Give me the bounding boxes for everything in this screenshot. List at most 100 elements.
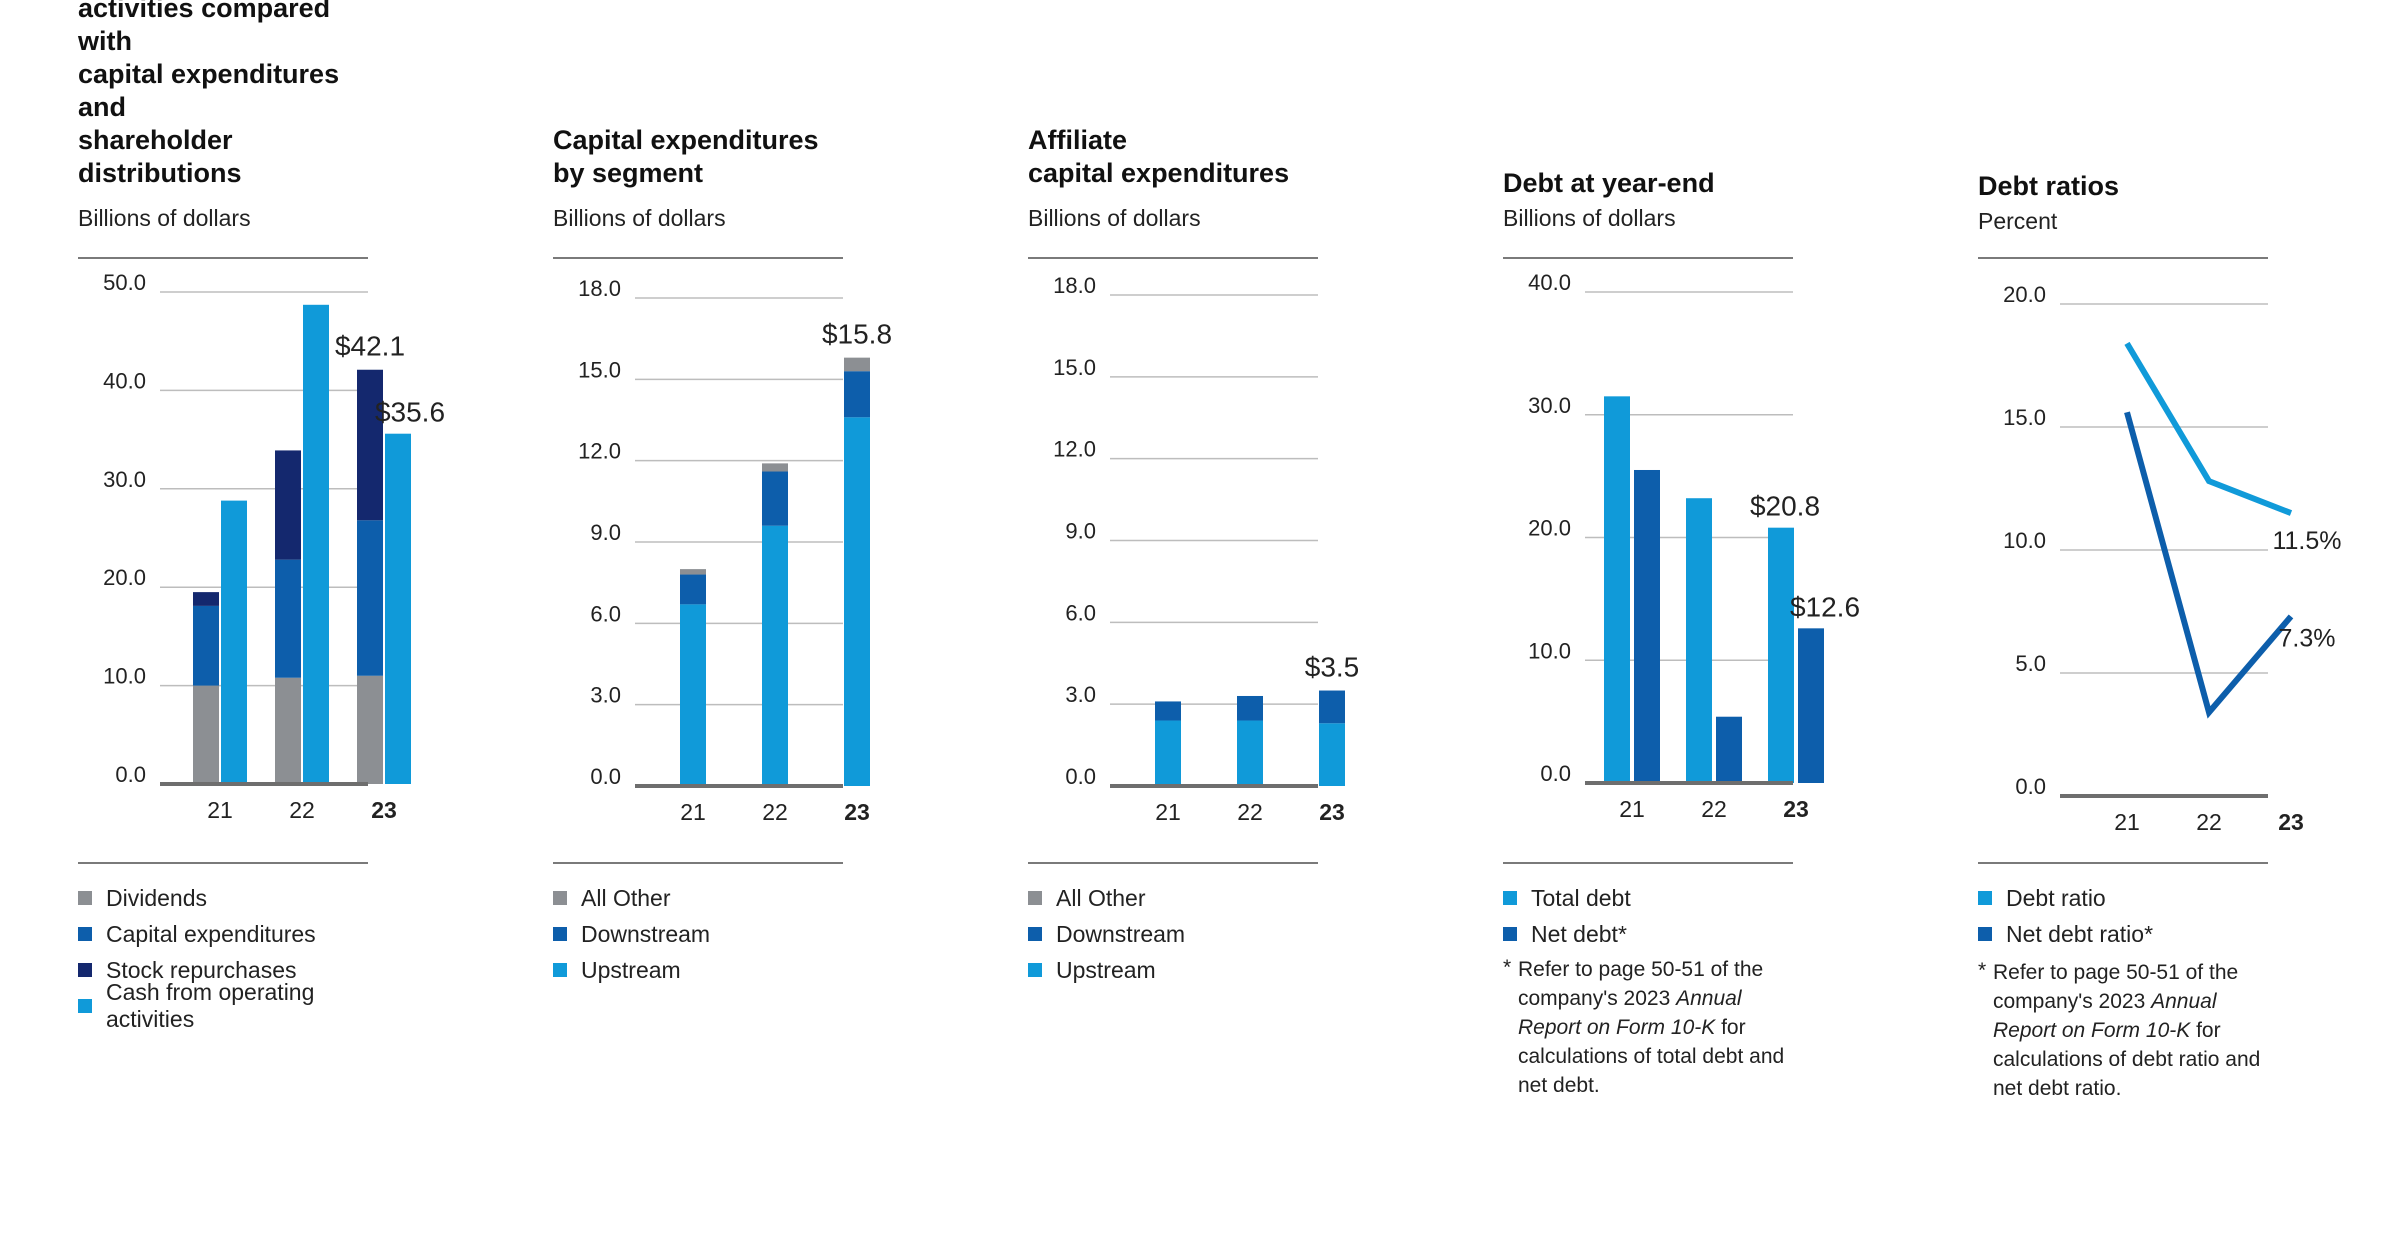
legend-swatch [78, 963, 92, 977]
chart-title: Debt ratios [1978, 170, 2268, 203]
data-label: $3.5 [1305, 652, 1360, 683]
legend-swatch [553, 927, 567, 941]
bar-segment-downstream [680, 574, 706, 605]
x-tick-label: 23 [1783, 796, 1809, 822]
bar-segment-stock-repurchases [357, 369, 383, 521]
footnote-star: * [1978, 959, 1987, 982]
bar-segment-capital-expenditures [275, 559, 301, 678]
legend-swatch [1028, 891, 1042, 905]
bar-segment-upstream [844, 417, 870, 786]
y-tick-label: 18.0 [1053, 273, 1096, 298]
bar-segment-capital-expenditures [193, 605, 219, 686]
legend-item: Net debt* [1503, 916, 1803, 952]
y-tick-label: 0.0 [1065, 764, 1096, 789]
legend-item: Stock repurchases [78, 952, 378, 988]
chart-title-line: Debt ratios [1978, 171, 2120, 201]
x-tick-label: 23 [1319, 799, 1345, 825]
chart-title-line: Debt at year-end [1503, 168, 1715, 198]
bar-total-debt [1686, 498, 1712, 783]
y-tick-label: 10.0 [1528, 638, 1571, 663]
chart-area: 0.0 3.0 6.0 9.0 12.0 15.0 18.0 $15.8 21 22 23 [578, 276, 892, 825]
x-tick-label: 22 [289, 797, 315, 823]
chart-subtitle: Billions of dollars [1503, 205, 1676, 231]
legend-item: Upstream [1028, 952, 1328, 988]
footnote-text-part: for calculations of total debt and net d… [1518, 1016, 1785, 1097]
y-tick-label: 20.0 [1528, 516, 1571, 541]
chart-title: Capital expenditures by segment [553, 124, 843, 190]
chart-panel-capex: Capital expenditures by segment Billions … [553, 0, 892, 1240]
y-tick-label: 10.0 [103, 664, 146, 689]
bar-net-debt [1634, 469, 1660, 783]
bar-segment-capital-expenditures [357, 520, 383, 676]
x-tick-label: 21 [1155, 799, 1181, 825]
bar-segment-downstream [1155, 701, 1181, 721]
chart-panel-ratios: Debt ratios Percent 0.0 5.0 10.0 15.0 20.0 11… [1978, 0, 2342, 1240]
legend-label: Downstream [581, 920, 711, 947]
chart-title-line: activities compared with [78, 0, 331, 56]
chart-title-line: Affiliate [1028, 125, 1128, 155]
bar-total-debt [1768, 527, 1794, 783]
legend-label: Net debt ratio* [2006, 920, 2154, 947]
x-tick-label: 22 [1701, 796, 1727, 822]
data-label: $35.6 [375, 397, 445, 428]
top-rule [553, 257, 843, 259]
y-tick-label: 12.0 [578, 439, 621, 464]
legend-label: All Other [1056, 884, 1146, 911]
bar-segment-downstream [1319, 690, 1345, 724]
bar-segment-all-other [680, 569, 706, 575]
chart-subtitle: Billions of dollars [553, 205, 726, 231]
top-rule [78, 257, 368, 259]
y-tick-label: 50.0 [103, 270, 146, 295]
y-tick-label: 40.0 [1528, 270, 1571, 295]
data-label: $15.8 [822, 319, 892, 350]
bottom-rule [553, 862, 843, 864]
bar-segment-upstream [1237, 720, 1263, 786]
x-tick-label: 23 [2278, 809, 2304, 835]
legend-label: Capital expenditures [106, 920, 316, 947]
bar-cash-from-operations [221, 500, 247, 784]
bar-segment-dividends [193, 685, 219, 784]
legend-label: Stock repurchases [106, 956, 297, 983]
legend-item: Capital expenditures [78, 916, 378, 952]
y-tick-label: 0.0 [1540, 761, 1571, 786]
chart-subtitle: Billions of dollars [1028, 205, 1201, 231]
legend-label: Dividends [106, 884, 207, 911]
bottom-rule [1028, 862, 1318, 864]
data-label: $42.1 [335, 331, 405, 362]
legend-swatch [1978, 927, 1992, 941]
legend-swatch [1503, 927, 1517, 941]
y-tick-label: 18.0 [578, 276, 621, 301]
chart-area: 0.0 5.0 10.0 15.0 20.0 11.5% 7.3% 21 22 23 [2003, 282, 2341, 835]
legend-label: Net debt* [1531, 920, 1627, 947]
bar-cash-from-operations [303, 304, 329, 784]
chart-area: 0.0 10.0 20.0 30.0 40.0 $20.8 $12.6 21 22 23 [1528, 270, 1860, 822]
legend-item: Net debt ratio* [1978, 916, 2278, 952]
y-tick-label: 30.0 [103, 467, 146, 492]
legend: Dividends Capital expenditures Stock repur… [78, 880, 378, 1032]
bar-segment-upstream [680, 604, 706, 786]
legend-item: Total debt [1503, 880, 1803, 916]
y-tick-label: 6.0 [1065, 600, 1096, 625]
chart-title: Debt at year-end [1503, 167, 1793, 200]
y-tick-label: 15.0 [1053, 355, 1096, 380]
top-rule [1503, 257, 1793, 259]
y-tick-label: 0.0 [2015, 774, 2046, 799]
bar-segment-all-other [762, 463, 788, 472]
data-label: $20.8 [1750, 491, 1820, 522]
x-tick-label: 21 [207, 797, 233, 823]
bar-cash-from-operations [385, 433, 411, 784]
legend-swatch [553, 963, 567, 977]
legend-swatch [78, 999, 92, 1013]
bar-net-debt [1798, 628, 1824, 783]
bar-segment-downstream [844, 371, 870, 418]
chart-subtitle: Percent [1978, 208, 2058, 234]
chart-title-line: Capital expenditures [553, 125, 819, 155]
legend-swatch [1028, 963, 1042, 977]
bar-segment-upstream [1155, 720, 1181, 786]
footnote-star: * [1503, 956, 1512, 979]
footnote-report-title: Annual Report on Form 10-K [1518, 987, 1742, 1039]
legend-label: Debt ratio [2006, 884, 2106, 911]
bar-segment-stock-repurchases [193, 592, 219, 606]
chart-title-line: shareholder distributions [78, 125, 242, 188]
chart-panel-debt: Debt at year-end Billions of dollars 0.0… [1503, 0, 1860, 1240]
